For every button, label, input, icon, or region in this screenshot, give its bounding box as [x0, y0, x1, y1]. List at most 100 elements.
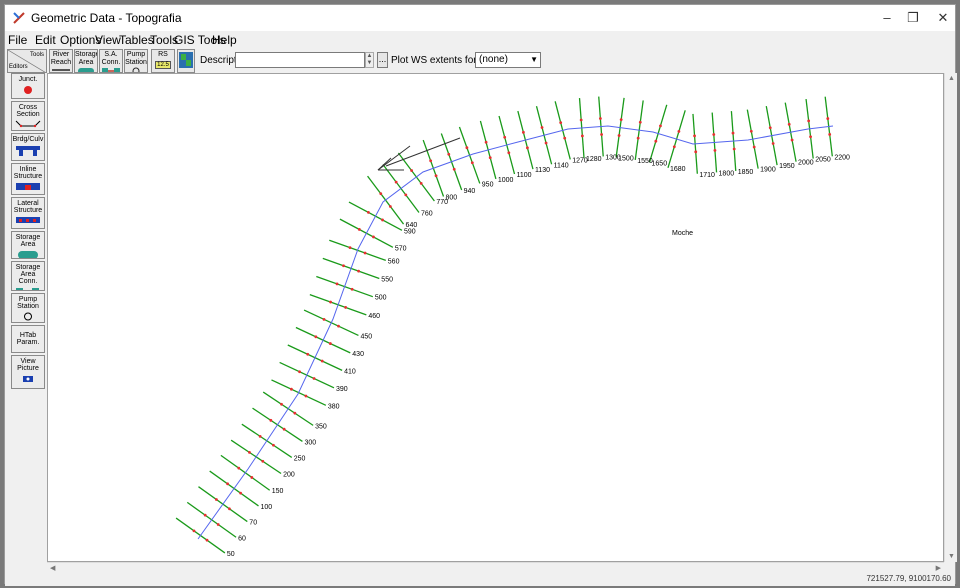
editor-lateral-structure-button[interactable]: Lateral Structure: [11, 197, 45, 229]
bank-station-point: [258, 434, 262, 438]
menu-tables[interactable]: Tables: [119, 33, 154, 47]
pump-station-button[interactable]: Pump Station: [124, 49, 148, 73]
storage-area-conn-icon: [16, 288, 39, 290]
scroll-up-icon[interactable]: ▲: [948, 75, 955, 82]
river-station-label: 500: [375, 295, 387, 302]
river-station-label: 940: [464, 188, 476, 195]
bank-station-point: [694, 150, 698, 154]
map-canvas[interactable]: Moche 50 60 70 100 150 200 250 300 350 380 390 410 4…: [47, 73, 944, 562]
tools-label: Tools: [29, 52, 44, 58]
scroll-right-icon[interactable]: ▶: [935, 565, 941, 572]
river-station-label: 1710: [699, 172, 715, 179]
status-bar: 721527.79, 9100170.60: [5, 574, 955, 586]
bank-station-point: [250, 476, 254, 479]
bank-station-point: [379, 192, 383, 196]
bank-station-point: [429, 159, 433, 163]
bank-station-point: [410, 169, 413, 172]
river-station-label: 50: [227, 551, 235, 558]
bank-station-point: [269, 418, 273, 422]
editor-bridge-culvert-button[interactable]: Brdg/Culv: [11, 133, 45, 161]
river-station-label: 1300: [605, 154, 621, 161]
bank-station-point: [787, 122, 791, 126]
app-icon: [13, 12, 25, 24]
scroll-left-icon[interactable]: ◀: [50, 565, 56, 572]
bank-station-point: [452, 167, 456, 171]
bank-station-point: [617, 134, 621, 137]
bank-station-point: [293, 411, 297, 415]
bank-station-point: [790, 138, 794, 142]
bank-station-point: [619, 118, 623, 122]
description-input[interactable]: [235, 52, 365, 68]
geometric-data-window: Geometric Data - Topografia – ❐ ✕ File E…: [4, 4, 957, 586]
close-button[interactable]: ✕: [937, 10, 949, 25]
river-station-button[interactable]: RS 12.5: [151, 49, 175, 73]
river-station-label: 1000: [498, 177, 514, 184]
editor-junction-button[interactable]: Junct.: [11, 73, 45, 99]
river-reach-button[interactable]: River Reach: [49, 49, 73, 73]
river-station-label: 2200: [834, 154, 850, 161]
editors-label: Editors: [9, 64, 28, 70]
title-bar: Geometric Data - Topografia – ❐ ✕: [5, 5, 955, 31]
river-station-label: 250: [294, 455, 306, 462]
bank-station-point: [768, 126, 772, 130]
bank-station-point: [216, 523, 220, 526]
bank-station-point: [638, 120, 642, 124]
bank-station-point: [826, 117, 830, 120]
bank-station-point: [404, 193, 408, 197]
bank-station-point: [203, 513, 207, 517]
editor-pump-station-button[interactable]: Pump Station: [11, 293, 45, 323]
vertical-scrollbar[interactable]: ▲ ▼: [944, 73, 957, 562]
storage-area-icon: [78, 68, 94, 72]
river-station-label: 380: [328, 403, 340, 410]
tools-editors-toggle[interactable]: Tools Editors: [7, 49, 47, 73]
river-station-label: 2000: [798, 160, 814, 167]
menu-bar: File Edit Options View Tables Tools GIS …: [5, 31, 955, 49]
river-station-label: 1100: [517, 172, 532, 179]
river-reach-icon: [52, 69, 70, 71]
horizontal-scrollbar[interactable]: ◀ ▶: [47, 562, 944, 574]
profile-select[interactable]: (none) ▼: [475, 52, 541, 68]
river-schematic[interactable]: Moche 50 60 70 100 150 200 250 300 350 380 390 410 4…: [48, 74, 943, 561]
editor-view-picture-button[interactable]: View Picture: [11, 355, 45, 389]
river-station-label: 60: [238, 535, 246, 542]
editor-cross-section-button[interactable]: Cross Section: [11, 101, 45, 131]
river-station-label: 1950: [779, 163, 795, 170]
lateral-structure-icon: [16, 217, 40, 223]
menu-options[interactable]: Options: [60, 33, 102, 47]
pump-station-icon: [132, 67, 140, 72]
bank-station-point: [357, 228, 361, 231]
description-ellipsis-button[interactable]: ...: [377, 52, 388, 68]
editor-storage-area-conn-button[interactable]: Storage Area Conn.: [11, 261, 45, 291]
menu-help[interactable]: Help: [212, 33, 237, 47]
bank-station-point: [503, 135, 507, 139]
menu-edit[interactable]: Edit: [35, 33, 56, 47]
river-station-label: 800: [446, 194, 458, 201]
bank-station-point: [771, 142, 775, 145]
editor-storage-area-button[interactable]: Storage Area: [11, 231, 45, 259]
bank-station-point: [366, 211, 370, 214]
river-station-label: 460: [368, 313, 380, 320]
bank-station-point: [320, 359, 324, 363]
menu-tools[interactable]: Tools: [150, 33, 179, 47]
river-station-label: 70: [249, 520, 257, 527]
menu-view[interactable]: View: [95, 33, 121, 47]
map-image-button[interactable]: [177, 49, 195, 73]
bank-station-point: [226, 482, 229, 486]
description-spinner[interactable]: ▲ ▼: [365, 52, 374, 68]
scroll-down-icon[interactable]: ▼: [948, 553, 955, 560]
river-station-label: 1800: [719, 170, 735, 177]
restore-button[interactable]: ❐: [907, 10, 919, 25]
bank-station-point: [563, 136, 567, 140]
editor-inline-structure-button[interactable]: Inline Structure: [11, 163, 45, 195]
menu-file[interactable]: File: [8, 33, 28, 47]
sa-connection-button[interactable]: S.A. Conn.: [99, 49, 123, 73]
bank-station-point: [342, 264, 345, 268]
menu-gis-tools[interactable]: GIS Tools: [174, 33, 226, 47]
bank-station-point: [306, 352, 310, 356]
minimize-button[interactable]: –: [883, 10, 891, 25]
bank-station-point: [282, 427, 286, 431]
bank-station-point: [731, 131, 735, 135]
storage-area-button[interactable]: Storage Area: [74, 49, 98, 73]
editor-htab-button[interactable]: HTab Param.: [11, 325, 45, 353]
river-station-label: 640: [406, 222, 418, 229]
